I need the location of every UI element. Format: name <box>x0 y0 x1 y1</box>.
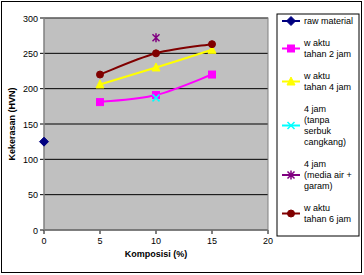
legend-label: w aktutahan 2 jam <box>303 38 351 59</box>
y-tick <box>40 53 44 54</box>
legend-line: 4 jam <box>304 104 326 114</box>
legend: raw materialw aktutahan 2 jamw aktutahan… <box>277 14 359 236</box>
data-point <box>40 137 49 146</box>
legend-line: cangkang) <box>304 137 346 147</box>
legend-label: 4 jam(media air +garam) <box>304 159 352 191</box>
legend-line: raw material <box>304 16 353 26</box>
plot-area <box>44 18 268 230</box>
data-point <box>153 33 160 42</box>
grid-line <box>44 124 268 125</box>
chart: 0 50 100 150 200 250 300 0 5 10 15 20 Komposisi (%) K… <box>0 0 364 275</box>
y-tick-label: 150 <box>23 120 38 130</box>
legend-line: w aktu <box>303 38 330 48</box>
y-tick <box>40 124 44 125</box>
y-tick-label: 0 <box>33 226 38 236</box>
chart-frame <box>2 2 362 273</box>
x-tick-label: 15 <box>207 236 217 246</box>
y-tick <box>40 88 44 89</box>
grid-line <box>44 194 268 195</box>
data-point <box>209 71 216 78</box>
y-tick-label: 200 <box>23 84 38 94</box>
y-axis-label: Kekerasan (HVN) <box>7 87 17 160</box>
x-tick-label: 0 <box>41 236 46 246</box>
legend-line: tahan 2 jam <box>304 49 351 59</box>
x-tick-label: 20 <box>263 236 273 246</box>
legend-line: w aktu <box>303 71 330 81</box>
data-point <box>209 41 216 48</box>
legend-label: w aktutahan 6 jam <box>303 203 351 224</box>
legend-marker <box>288 171 295 180</box>
grid-line <box>44 88 268 89</box>
data-point <box>153 94 160 101</box>
y-tick <box>40 18 44 19</box>
series-line <box>100 44 212 74</box>
y-tick-label: 300 <box>23 14 38 24</box>
y-tick-label: 100 <box>23 155 38 165</box>
legend-line: w aktu <box>303 203 330 213</box>
data-point <box>96 80 104 88</box>
x-axis-label: Komposisi (%) <box>125 249 188 259</box>
data-point <box>153 50 160 57</box>
x-tick <box>44 230 45 234</box>
legend-marker <box>288 45 295 52</box>
legend-line: serbuk <box>304 126 332 136</box>
data-point <box>97 99 104 106</box>
legend-line: (media air + <box>304 170 352 180</box>
legend-line: tahan 6 jam <box>304 214 351 224</box>
legend-label: 4 jam(tanpaserbukcangkang) <box>304 104 346 147</box>
grid-line <box>44 159 268 160</box>
plot-border <box>44 18 268 230</box>
x-tick-label: 5 <box>97 236 102 246</box>
legend-label: w aktutahan 4 jam <box>303 71 351 92</box>
y-tick-label: 50 <box>28 190 38 200</box>
legend-line: tahan 4 jam <box>304 82 351 92</box>
legend-marker <box>287 17 296 26</box>
legend-line: 4 jam <box>304 159 326 169</box>
y-tick <box>40 194 44 195</box>
legend-marker <box>288 210 295 217</box>
y-tick-label: 250 <box>23 49 38 59</box>
data-point <box>152 63 160 71</box>
x-tick <box>100 230 101 234</box>
legend-line: (tanpa <box>304 115 330 125</box>
y-tick <box>40 159 44 160</box>
marks <box>40 33 217 146</box>
legend-label: raw material <box>304 16 353 26</box>
x-tick <box>212 230 213 234</box>
x-tick <box>156 230 157 234</box>
x-tick <box>268 230 269 234</box>
legend-marker <box>287 77 295 85</box>
legend-box <box>277 14 359 236</box>
data-point <box>97 71 104 78</box>
legend-marker <box>288 122 295 129</box>
x-tick-label: 10 <box>151 236 161 246</box>
legend-line: garam) <box>304 181 333 191</box>
y-tick <box>40 230 44 231</box>
